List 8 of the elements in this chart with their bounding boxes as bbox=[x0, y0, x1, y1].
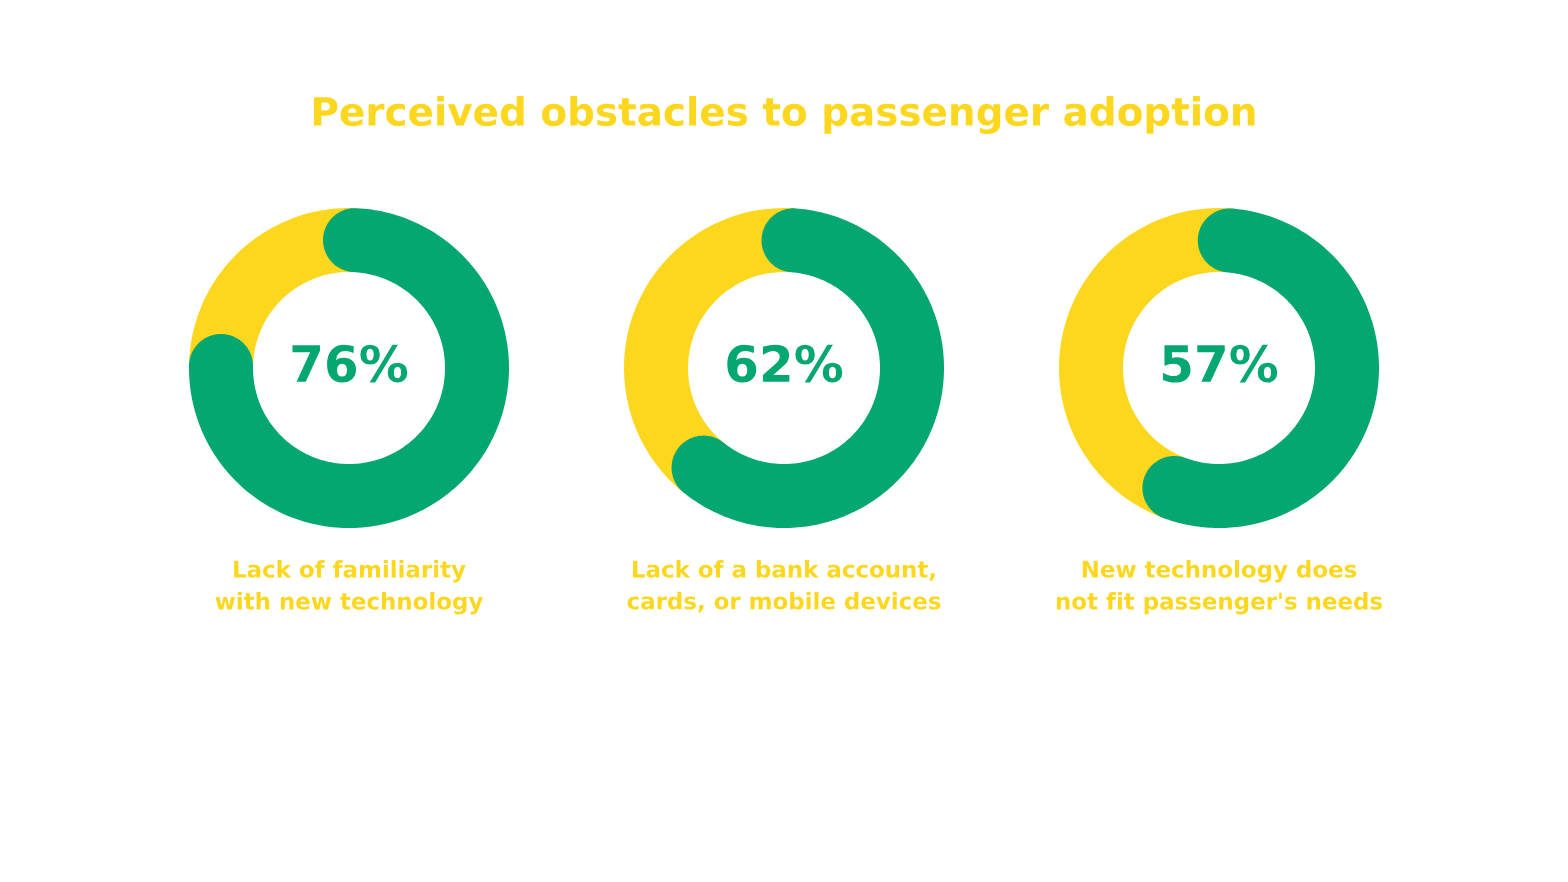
data-label: 62% bbox=[727, 344, 843, 383]
donut-slice bbox=[189, 208, 509, 528]
text: Lack of a bank account, cards, or mobile devices bbox=[627, 560, 941, 613]
text: New technology does not fit passenger's needs bbox=[1056, 560, 1382, 615]
text: Perceived obstacles to passenger adoption bbox=[314, 96, 1255, 134]
data-label: 57% bbox=[1163, 344, 1278, 383]
text: Lack of familiarity with new technology bbox=[215, 560, 483, 615]
data-label: 76% bbox=[292, 344, 408, 383]
